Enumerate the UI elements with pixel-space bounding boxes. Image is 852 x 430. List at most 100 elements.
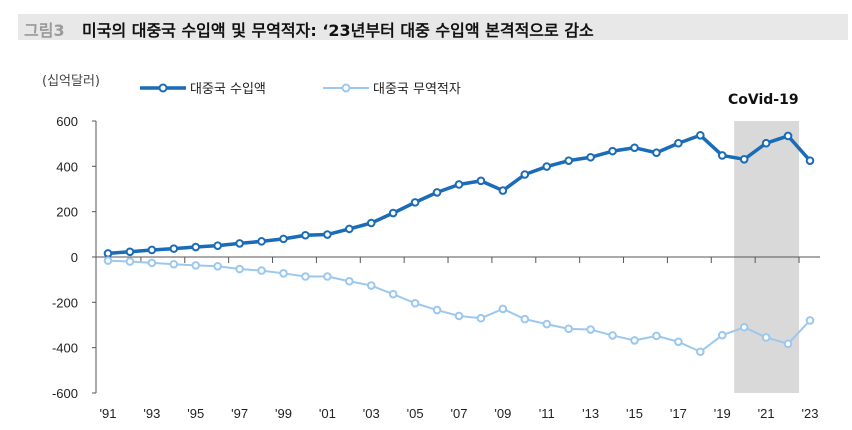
data-point-imports <box>257 237 266 246</box>
x-tick-label: '91 <box>100 406 117 421</box>
data-point-deficit <box>432 305 442 315</box>
y-tick-label: -400 <box>52 341 78 356</box>
x-tick-label: '99 <box>275 406 292 421</box>
figure-label: 그림3 <box>24 21 65 40</box>
x-tick-label: '17 <box>670 406 687 421</box>
data-point-deficit <box>674 337 683 347</box>
data-point-deficit <box>366 281 376 290</box>
data-point-imports <box>696 130 705 140</box>
data-point-deficit <box>147 258 157 268</box>
x-tick-label: '97 <box>231 406 248 421</box>
data-point-imports <box>652 148 661 158</box>
data-point-imports <box>366 218 376 228</box>
data-point-deficit <box>717 330 727 340</box>
y-tick-label: -200 <box>52 295 78 310</box>
data-point-imports <box>783 131 793 141</box>
data-point-deficit <box>542 319 552 329</box>
data-point-deficit <box>125 257 135 266</box>
legend-deficit: 대중국 무역적자 <box>323 78 461 97</box>
data-point-deficit <box>213 261 222 271</box>
data-point-deficit <box>169 259 179 269</box>
covid-annotation: CoVid-19 <box>728 92 799 108</box>
data-point-deficit <box>652 331 661 341</box>
data-point-imports <box>520 170 530 179</box>
data-point-deficit <box>388 289 398 299</box>
chart-title: 미국의 대중국 수입액 및 무역적자: ‘23년부터 대중 수입액 본격적으로 … <box>82 21 594 40</box>
data-point-deficit <box>564 324 573 334</box>
data-point-imports <box>608 146 617 156</box>
data-point-deficit <box>608 331 617 340</box>
x-tick-label: '19 <box>714 406 731 421</box>
data-point-imports <box>235 239 244 248</box>
data-point-deficit <box>103 256 113 265</box>
data-point-deficit <box>630 336 639 345</box>
x-tick-label: '21 <box>758 406 775 421</box>
series-line-imports <box>107 133 812 256</box>
data-point-deficit <box>476 313 486 323</box>
data-point-deficit <box>279 269 288 278</box>
data-point-imports <box>454 180 464 189</box>
series-line-deficit <box>107 259 811 353</box>
data-point-imports <box>388 208 398 218</box>
data-point-imports <box>564 156 573 165</box>
data-point-deficit <box>783 339 793 349</box>
data-point-imports <box>103 249 113 258</box>
y-tick-label: 200 <box>56 205 78 220</box>
legend-deficit-label: 대중국 무역적자 <box>373 82 461 97</box>
data-point-deficit <box>696 347 705 357</box>
data-point-imports <box>345 224 354 234</box>
y-tick-label: -600 <box>52 386 78 401</box>
x-tick-label: '23 <box>802 406 819 421</box>
data-point-imports <box>191 242 201 252</box>
data-point-deficit <box>345 276 354 286</box>
data-point-imports <box>761 138 771 148</box>
data-point-imports <box>717 151 727 160</box>
x-tick-label: '11 <box>539 406 555 421</box>
data-point-imports <box>125 247 135 257</box>
data-point-deficit <box>235 264 244 274</box>
x-tick-label: '05 <box>407 406 424 421</box>
data-point-imports <box>630 143 639 153</box>
data-point-deficit <box>739 322 749 332</box>
data-point-imports <box>301 230 310 240</box>
data-point-deficit <box>257 266 266 275</box>
unit-label: (십억달러) <box>42 74 100 89</box>
data-point-deficit <box>498 304 508 314</box>
data-point-imports <box>805 156 815 165</box>
data-point-deficit <box>301 272 310 281</box>
data-point-imports <box>674 138 683 148</box>
title-bar: 그림3 미국의 대중국 수입액 및 무역적자: ‘23년부터 대중 수입액 본격… <box>18 14 848 40</box>
data-point-imports <box>213 241 222 250</box>
data-point-imports <box>586 152 595 162</box>
data-point-deficit <box>410 298 420 308</box>
data-point-deficit <box>323 272 332 281</box>
data-point-deficit <box>191 261 201 270</box>
data-point-imports <box>169 244 179 253</box>
legend-imports-label: 대중국 수입액 <box>190 82 266 97</box>
y-tick-label: 600 <box>56 114 78 129</box>
x-tick-label: '01 <box>319 406 336 421</box>
x-tick-label: '15 <box>626 406 643 421</box>
data-point-deficit <box>586 325 595 334</box>
y-tick-label: 0 <box>71 250 78 265</box>
data-point-imports <box>542 162 552 171</box>
x-tick-label: '09 <box>494 406 511 421</box>
data-point-deficit <box>454 311 464 321</box>
data-point-imports <box>279 234 288 244</box>
x-tick-label: '95 <box>187 406 204 421</box>
x-tick-label: '13 <box>582 406 599 421</box>
data-point-imports <box>323 230 332 239</box>
data-point-imports <box>147 245 157 255</box>
data-point-deficit <box>761 333 771 342</box>
y-tick-label: 400 <box>56 159 78 174</box>
data-point-imports <box>476 176 486 186</box>
data-point-deficit <box>805 316 815 325</box>
x-tick-label: '07 <box>451 406 468 421</box>
legend-imports: 대중국 수입액 <box>140 78 266 97</box>
data-point-imports <box>739 155 749 164</box>
x-tick-label: '93 <box>143 406 160 421</box>
data-point-deficit <box>520 314 530 324</box>
x-tick-label: '03 <box>363 406 380 421</box>
data-point-imports <box>432 188 442 197</box>
